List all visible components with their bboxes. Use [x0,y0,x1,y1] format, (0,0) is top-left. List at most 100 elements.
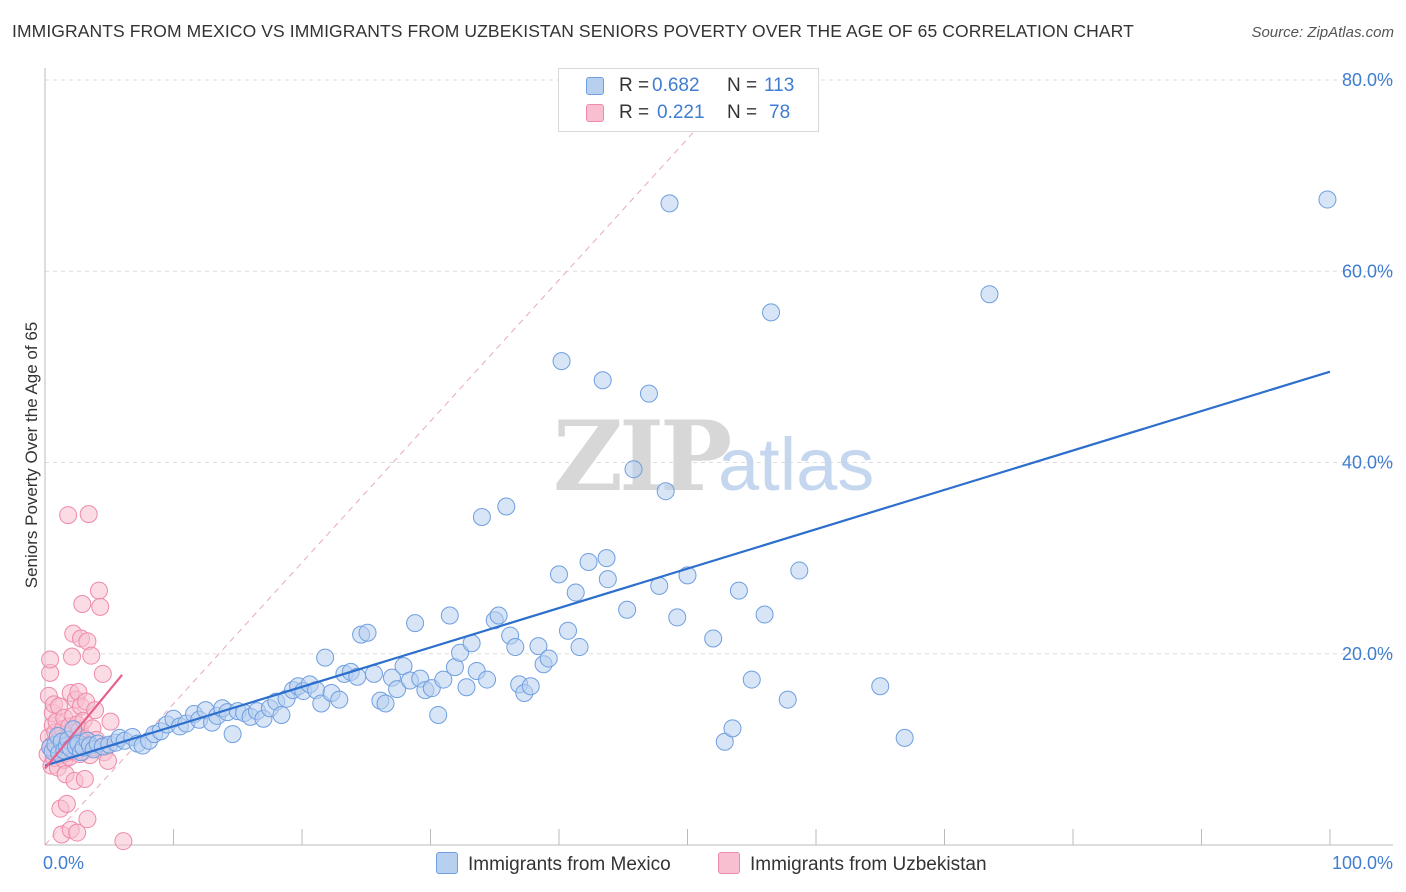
mexico-point [762,303,781,322]
y-tick-label-40: 40.0% [1342,453,1393,473]
uzbekistan-point [89,581,108,600]
legend-mexico-r: 0.682 [652,75,700,96]
legend-uzbekistan-n: 78 [769,102,791,123]
mexico-point [871,677,890,696]
uzbekistan-point [101,712,120,731]
mexico-point [597,549,616,568]
mexico-point [570,638,589,657]
mexico-point [330,690,349,709]
uzbekistan-point [75,770,94,789]
watermark-atlas: atlas [718,423,874,506]
legend-mexico-n: 113 [764,75,795,96]
uzbekistan-point [68,823,87,842]
uzbekistan-swatch [586,104,604,122]
bottom-legend-mexico: Immigrants from Mexico [436,852,671,876]
uzbekistan-trend-line [44,674,123,770]
mexico-point [1318,190,1337,209]
trend-lines [44,370,1331,770]
mexico-point [451,643,470,662]
mexico-point [624,460,643,479]
mexico-point [506,638,525,657]
uzbekistan-point [41,650,60,669]
mexico-point [598,570,617,589]
uzbekistan-point [78,810,97,829]
y-axis-label: Seniors Poverty Over the Age of 65 [22,322,41,588]
uzbekistan-point [57,794,76,813]
mexico-point [668,608,687,627]
mexico-point [497,497,516,516]
y-tick-label-60: 60.0% [1342,261,1393,281]
mexico-point [729,581,748,600]
mexico-point [656,482,675,501]
mexico-point [478,670,497,689]
mexico-point [489,606,508,625]
mexico-swatch [586,77,604,95]
uzbekistan-point [73,595,92,614]
uzbekistan-point [93,664,112,683]
tick-labels: 20.0% 40.0% 60.0% 80.0% 0.0% 100.0% [43,70,1393,873]
uzbekistan-points [38,505,133,851]
uzbekistan-point [79,505,98,524]
mexico-point [550,565,568,584]
x-tick-label-0: 0.0% [43,853,84,873]
uzbekistan-point [82,646,101,665]
mexico-point [579,552,598,571]
source-label: Source: ZipAtlas.com [1251,24,1394,41]
legend-row-uzbekistan: R = 0.221 N = 78 [559,101,818,127]
mexico-point [566,583,585,602]
mexico-point [364,664,383,683]
uzbekistan-legend-swatch [718,852,740,874]
watermark: ZIP atlas [553,400,874,513]
mexico-point [755,605,774,624]
uzbekistan-legend-label: Immigrants from Uzbekistan [750,854,987,875]
mexico-point [660,194,679,213]
legend-n-label: N = [727,102,758,123]
mexico-point [723,719,742,738]
mexico-point [406,614,425,633]
mexico-point [639,384,658,403]
y-tick-label-20: 20.0% [1342,644,1393,664]
mexico-point [895,728,914,747]
legend-n-label: N = [727,75,758,96]
uzbekistan-point [62,647,81,666]
mexico-point [980,285,999,304]
watermark-zip: ZIP [553,400,730,513]
mexico-point [704,629,723,648]
mexico-point [434,670,453,689]
mexico-point [457,678,476,697]
mexico-point [388,680,407,699]
legend-box: R = 0.682 N = 113 R = 0.221 N = 78 [558,68,819,132]
mexico-point [715,732,734,751]
mexico-point [358,623,377,642]
mexico-point [521,677,540,696]
mexico-point [558,621,577,640]
gridlines [45,79,1393,655]
x-tick-label-100: 100.0% [1332,853,1393,873]
uzbekistan-point [59,506,78,525]
uzbekistan-point [91,597,110,616]
mexico-point [552,352,571,371]
mexico-legend-label: Immigrants from Mexico [468,854,671,875]
mexico-point [440,606,459,625]
mexico-point [376,694,395,713]
mexico-point [790,561,809,580]
chart-title: IMMIGRANTS FROM MEXICO VS IMMIGRANTS FRO… [12,21,1134,41]
mexico-trend-line [44,370,1331,767]
mexico-point [429,705,448,724]
mexico-point [593,371,612,390]
mexico-point [618,600,637,619]
mexico-point [529,637,548,656]
legend-r-label: R = [619,102,650,123]
mexico-point [272,705,291,724]
bottom-legend-uzbekistan: Immigrants from Uzbekistan [718,852,987,876]
mexico-point [778,690,797,709]
mexico-point [223,725,242,744]
mexico-points [41,190,1337,763]
mexico-point [742,670,761,689]
y-tick-label-80: 80.0% [1342,70,1393,90]
legend-row-mexico: R = 0.682 N = 113 [559,74,818,100]
mexico-legend-swatch [436,852,458,874]
mexico-point [316,648,335,667]
mexico-point [539,649,558,668]
